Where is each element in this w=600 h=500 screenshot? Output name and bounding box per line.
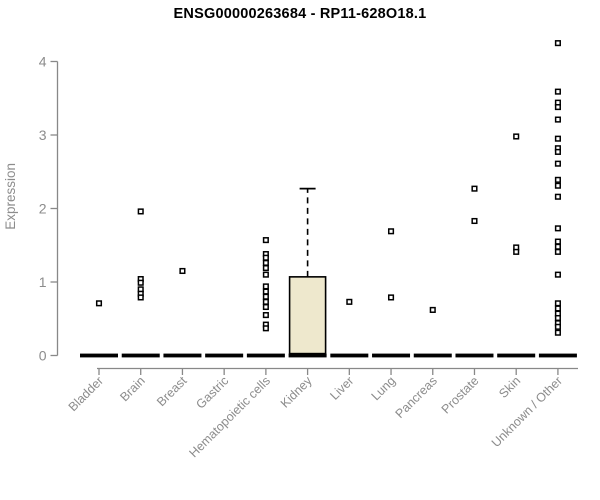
x-category-label: Skin [496,374,523,401]
outlier-point [179,267,186,275]
y-tick-label: 2 [39,201,47,217]
outlier-point [387,228,395,235]
outlier-point [95,300,103,307]
x-category-label: Lung [369,374,399,404]
outlier-point [513,248,520,255]
outlier-point [554,116,561,123]
x-category-label: Gastric [193,374,231,412]
outlier-point [554,160,561,167]
zero-median-dash [497,353,536,358]
x-category-label: Brain [117,374,148,405]
x-category-label: Liver [327,374,356,403]
outlier-point [554,243,561,250]
outlier-point [262,298,269,305]
outlier-point [137,294,144,301]
zero-median-dash [246,353,285,358]
y-tick-label: 1 [39,274,47,290]
outlier-point [554,329,561,336]
outlier-point [262,259,269,266]
outlier-point [262,293,269,300]
outlier-point [262,312,269,319]
outlier-point [554,314,561,322]
outlier-point [262,283,269,290]
outlier-point [554,305,561,312]
zero-median-dash [413,353,452,358]
outlier-point [554,248,561,255]
box [288,276,327,355]
outlier-point [554,323,561,330]
outlier-point [554,271,561,278]
zero-median-dash [121,353,160,358]
x-category-label: Pancreas [393,374,440,421]
zero-median-dash [80,353,118,358]
outlier-point [262,237,269,244]
outlier-point [554,238,561,245]
outlier-point [471,217,478,225]
outlier-point [554,225,561,232]
outlier-point [554,148,561,155]
outlier-point [137,208,144,215]
x-category-label: Kidney [278,373,315,410]
outlier-point [137,279,144,286]
outlier-point [387,294,395,301]
outlier-point [429,306,436,313]
outlier-point [554,104,561,111]
outlier-point [262,303,269,311]
zero-median-dash [163,353,202,358]
outlier-point [554,88,561,95]
outlier-point [262,271,269,278]
zero-median-dash [455,353,494,358]
y-tick-label: 3 [39,127,47,143]
outlier-point [346,298,353,305]
outlier-point [554,300,561,307]
chart-title: ENSG00000263684 - RP11-628O18.1 [173,6,427,22]
outlier-point [513,133,520,140]
zero-median-dash [330,353,369,358]
outlier-point [262,288,269,295]
outlier-point [554,176,561,183]
x-category-label: Hematopoietic cells [186,374,273,461]
outlier-point [262,325,269,332]
zero-median-dash [205,353,244,358]
zero-median-dash [372,353,411,358]
y-tick-label: 4 [39,54,47,70]
outlier-point [262,254,269,261]
outlier-point [554,182,561,189]
outlier-point [471,185,478,192]
x-category-label: Prostate [439,374,482,417]
x-category-label: Unknown / Other [489,374,565,450]
outlier-point [554,135,561,142]
outlier-point [262,264,269,272]
y-tick-label: 0 [39,348,47,364]
x-category-label: Bladder [66,374,106,414]
outlier-point [554,193,561,200]
zero-median-dash [288,353,327,358]
x-category-label: Breast [154,373,190,409]
outlier-point [554,40,561,47]
zero-median-dash [538,353,577,358]
